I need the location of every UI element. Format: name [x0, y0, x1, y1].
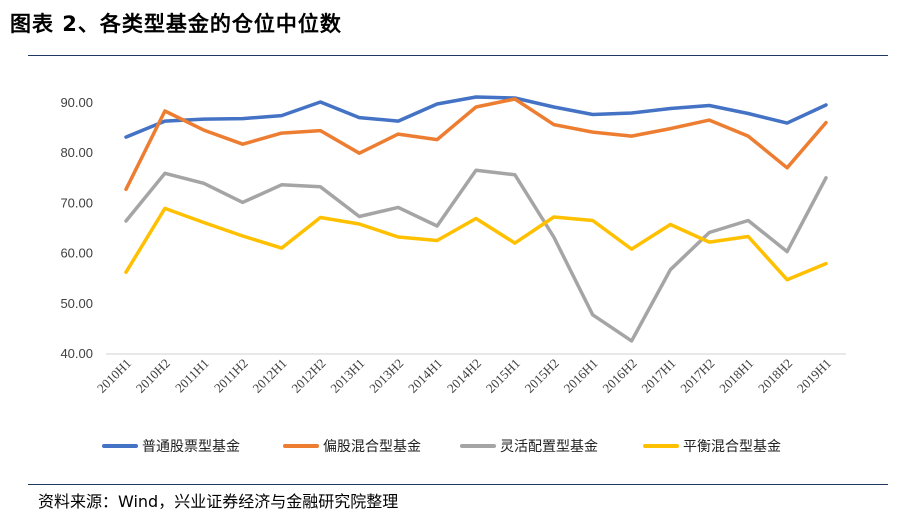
- x-tick-label: 2012H1: [249, 356, 289, 396]
- legend: 普通股票型基金 偏股混合型基金 灵活配置型基金 平衡混合型基金: [102, 438, 781, 455]
- y-tick-label: 70.00: [60, 195, 93, 210]
- page-title: 图表 2、各类型基金的仓位中位数: [10, 12, 342, 36]
- y-tick-label: 50.00: [60, 296, 93, 311]
- x-tick-label: 2018H1: [716, 356, 756, 396]
- x-tick-label: 2014H2: [444, 356, 484, 396]
- series-lines: [124, 95, 828, 343]
- series-line-1: [124, 95, 828, 139]
- x-tick-label: 2017H2: [677, 356, 717, 396]
- y-tick-label: 60.00: [60, 246, 93, 261]
- title-divider: [28, 55, 888, 56]
- x-tick-label: 2012H2: [288, 356, 328, 396]
- legend-label: 偏股混合型基金: [323, 438, 421, 455]
- x-tick-label: 2019H1: [794, 356, 834, 396]
- x-tick-label: 2011H2: [211, 356, 251, 396]
- x-tick-label: 2013H1: [327, 356, 367, 396]
- x-tick-label: 2015H1: [483, 356, 523, 396]
- x-tick-label: 2016H2: [599, 356, 639, 396]
- x-tick-label: 2017H1: [638, 356, 678, 396]
- legend-label: 平衡混合型基金: [683, 438, 781, 455]
- series-line-2: [124, 97, 828, 192]
- series-line-4: [124, 206, 828, 282]
- y-tick-label: 90.00: [60, 95, 93, 110]
- legend-label: 灵活配置型基金: [500, 438, 598, 455]
- x-tick-label: 2014H1: [405, 356, 445, 396]
- series-line-3: [124, 168, 828, 343]
- y-tick-label: 80.00: [60, 145, 93, 160]
- y-axis: 40.00 50.00 60.00 70.00 80.00 90.00: [60, 95, 93, 361]
- y-tick-label: 40.00: [60, 346, 93, 361]
- x-tick-label: 2013H2: [366, 356, 406, 396]
- x-tick-label: 2015H2: [522, 356, 562, 396]
- x-tick-label: 2011H1: [172, 356, 212, 396]
- source-note: 资料来源：Wind，兴业证券经济与金融研究院整理: [38, 492, 399, 511]
- x-tick-label: 2010H1: [94, 356, 134, 396]
- legend-label: 普通股票型基金: [142, 438, 240, 455]
- footer-divider: [28, 484, 888, 485]
- x-tick-label: 2010H2: [133, 356, 173, 396]
- x-tick-label: 2016H1: [561, 356, 601, 396]
- x-tick-label: 2018H2: [755, 356, 795, 396]
